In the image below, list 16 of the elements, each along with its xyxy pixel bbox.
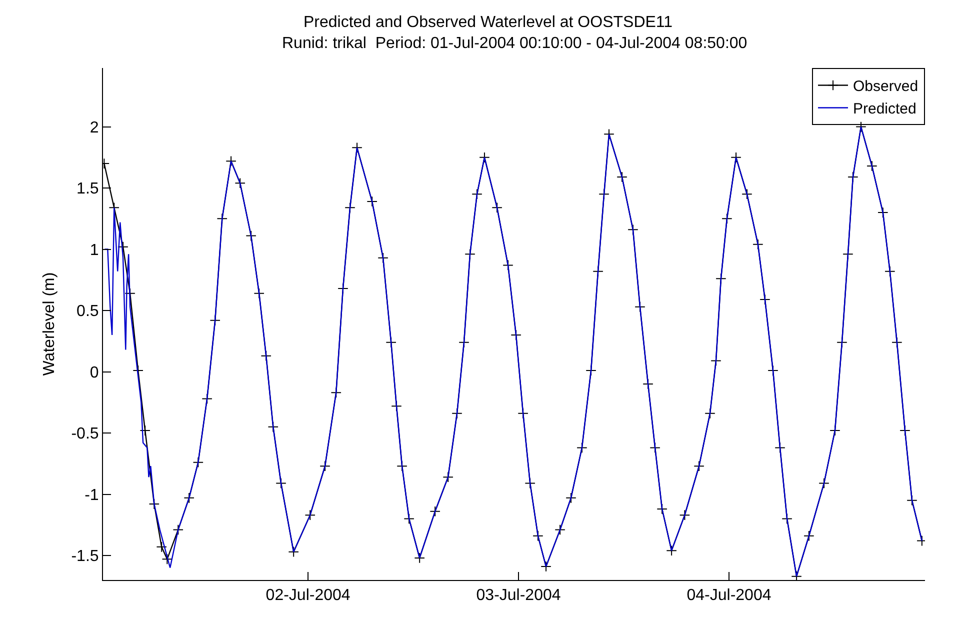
y-tick-label: -0.5 [71,426,99,443]
x-tick-label: 04-Jul-2004 [686,587,772,604]
y-tick-label: 0 [90,364,99,382]
legend-label: Observed [853,78,918,96]
x-tick-label: 03-Jul-2004 [476,587,561,604]
y-tick-label: 0.5 [76,303,99,320]
legend-label: Predicted [853,100,916,118]
y-tick-label: 2 [90,119,99,136]
x-tick-label: 02-Jul-2004 [266,587,350,604]
y-tick-label: 1 [90,242,99,259]
y-tick-label: 1.5 [76,180,99,198]
y-tick-label: -1 [84,486,99,504]
chart-title: Predicted and Observed Waterlevel at OOSTSDE11 [303,14,673,32]
y-tick-label: -1.5 [71,548,99,566]
y-axis-title: Waterlevel (m) [41,272,58,376]
chart-subtitle: Runid: trikal Period: 01-Jul-2004 00:10:00 - 04-Jul-2004 08:50:00 [282,35,748,52]
